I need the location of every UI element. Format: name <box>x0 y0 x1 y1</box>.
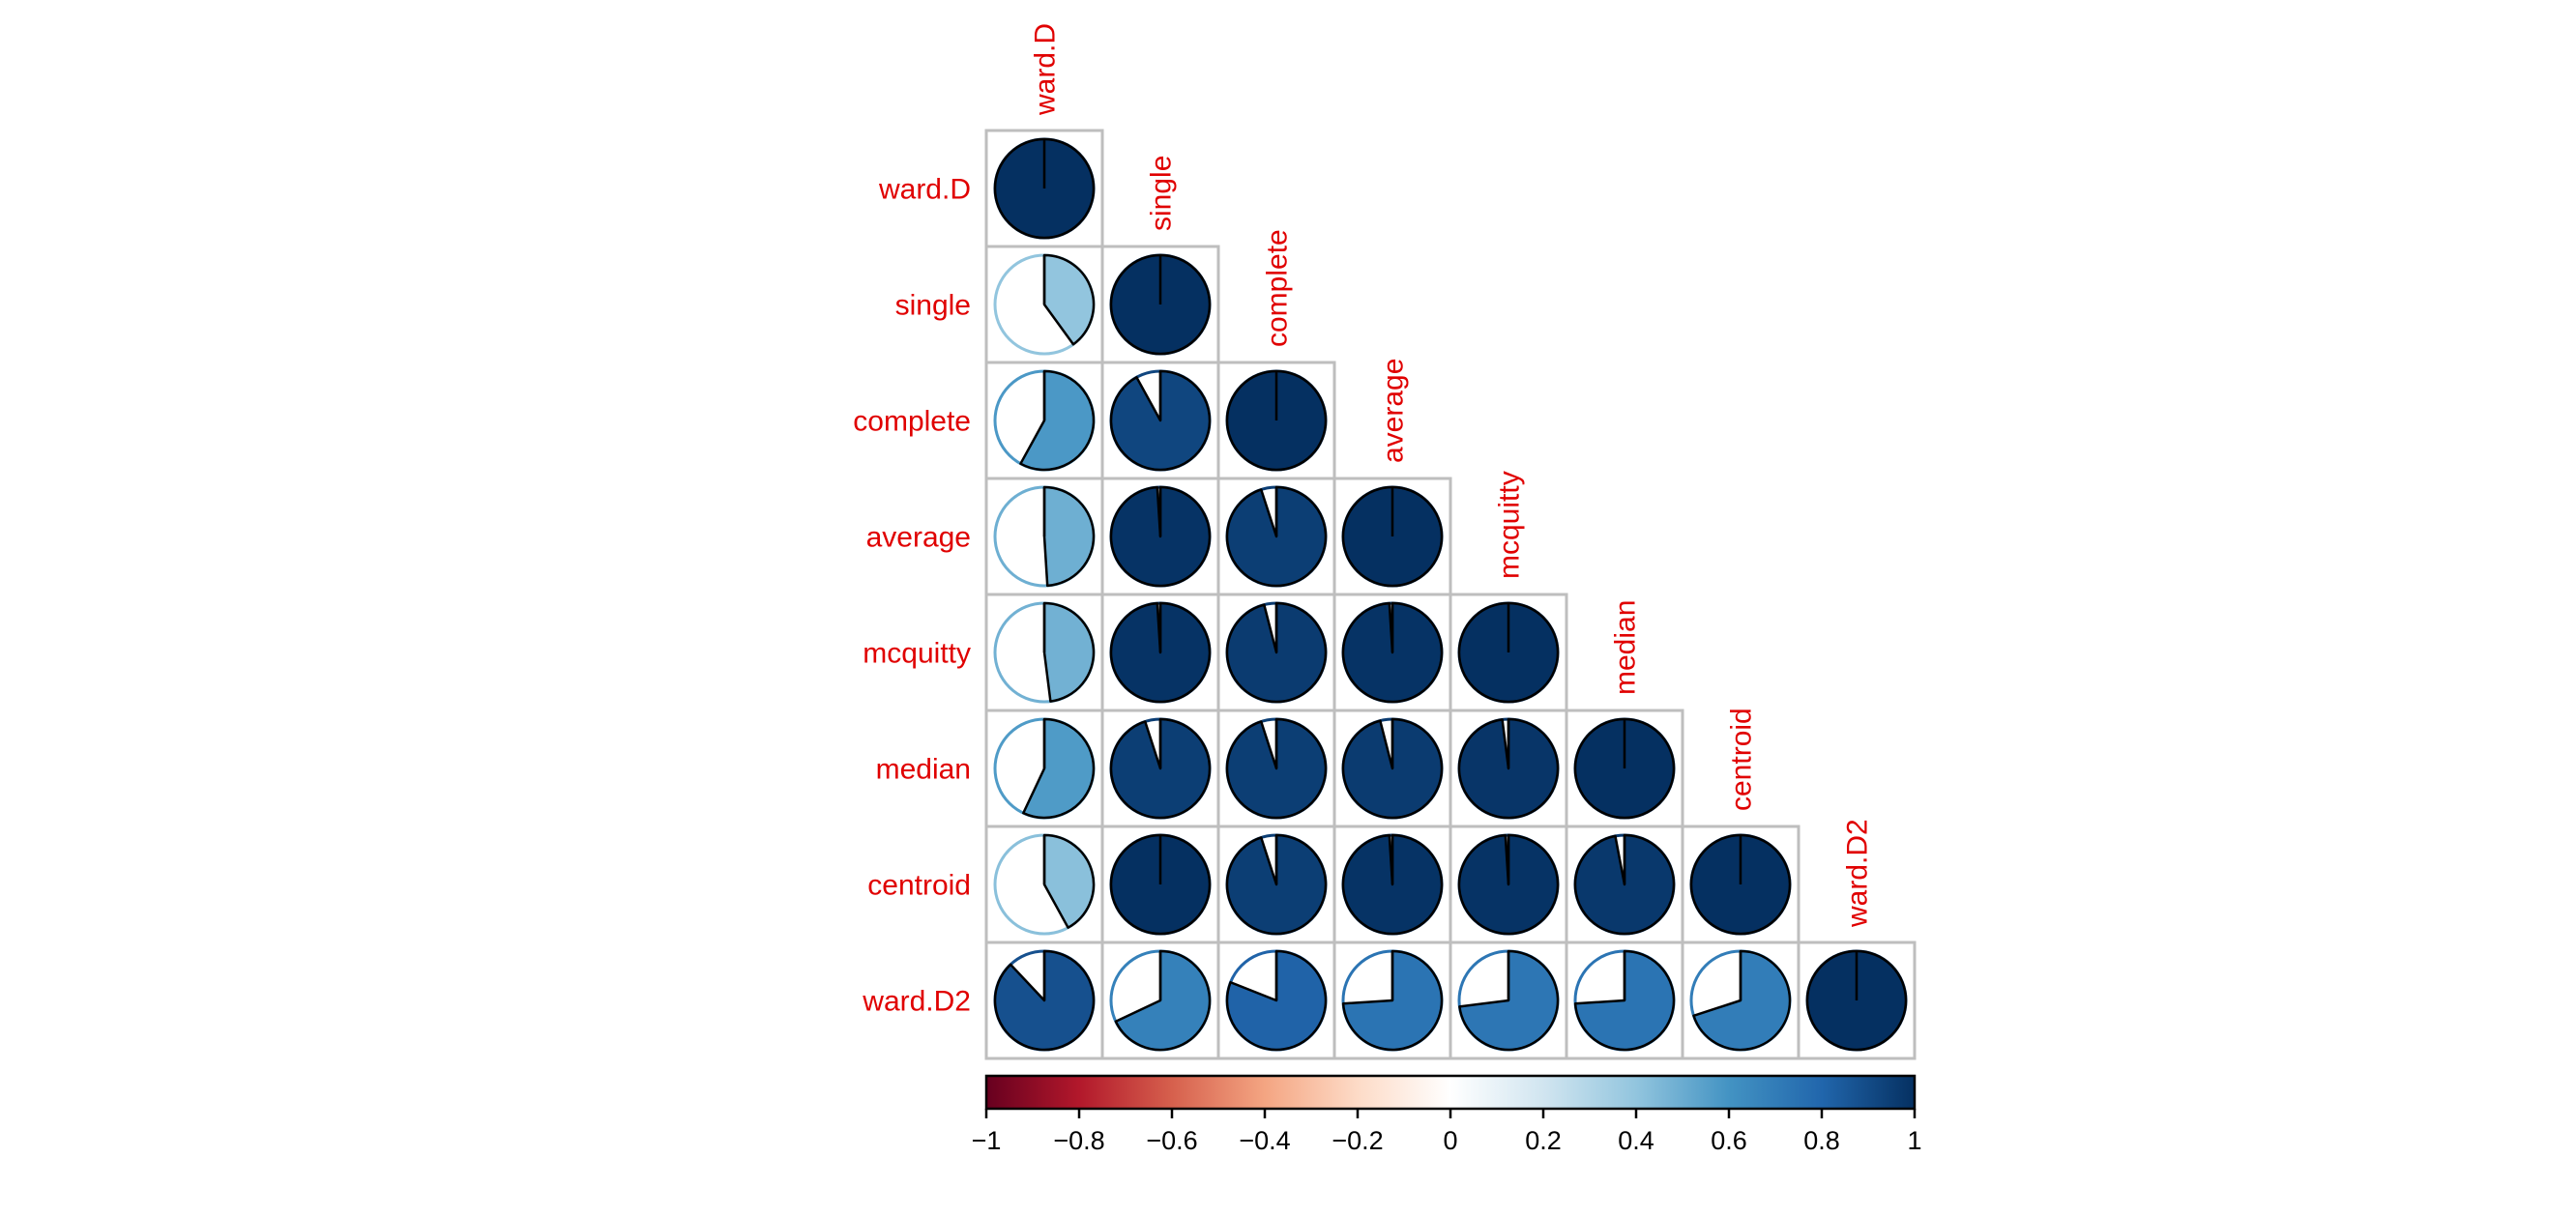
col-label-single: single <box>1146 156 1178 231</box>
cell-mcquitty-ward.D <box>984 593 1104 712</box>
cells-layer <box>984 129 1917 1060</box>
cell-centroid-median <box>1565 825 1684 944</box>
row-label-complete: complete <box>853 406 971 438</box>
cell-ward.D2-single <box>1100 941 1220 1060</box>
colorbar-tick-label: 0.2 <box>1525 1126 1562 1155</box>
row-label-ward.D2: ward.D2 <box>862 986 971 1018</box>
cell-ward.D-ward.D <box>984 129 1104 248</box>
cell-median-median <box>1565 709 1684 828</box>
pie-wedge <box>1042 253 1096 346</box>
col-label-average: average <box>1378 359 1410 463</box>
cell-median-ward.D <box>984 709 1104 828</box>
colorbar-tick-label: −0.8 <box>1053 1126 1104 1155</box>
cell-centroid-complete <box>1216 825 1336 944</box>
colorbar-tick-label: −0.4 <box>1239 1126 1290 1155</box>
cell-median-single <box>1100 709 1220 828</box>
cell-mcquitty-complete <box>1216 593 1336 712</box>
cell-centroid-average <box>1332 825 1452 944</box>
colorbar-tick-label: −0.2 <box>1332 1126 1383 1155</box>
colorbar-tick-label: 1 <box>1907 1126 1921 1155</box>
pie-wedge <box>1022 717 1096 820</box>
column-labels: ward.D single complete average mcquitty media… <box>1030 23 1874 928</box>
cell-average-ward.D <box>984 477 1104 596</box>
cell-mcquitty-single <box>1100 593 1220 712</box>
cell-centroid-single <box>1100 825 1220 944</box>
row-label-average: average <box>866 522 971 554</box>
cell-mcquitty-mcquitty <box>1449 593 1568 712</box>
col-label-median: median <box>1610 600 1642 695</box>
cell-median-average <box>1332 709 1452 828</box>
cell-complete-single <box>1100 361 1220 480</box>
cell-ward.D2-complete <box>1216 941 1336 1060</box>
cell-ward.D2-median <box>1565 941 1684 1060</box>
cell-ward.D2-ward.D2 <box>1797 941 1917 1060</box>
cell-single-single <box>1100 245 1220 364</box>
colorbar: −1 −0.8 −0.6 −0.4 −0.2 0 0.2 0.4 0.6 0.8 1 <box>972 1074 1922 1155</box>
pie-wedge <box>1042 601 1096 703</box>
col-label-centroid: centroid <box>1726 708 1758 811</box>
pie-wedge <box>1042 833 1096 929</box>
colorbar-tick-label: 0.8 <box>1803 1126 1840 1155</box>
pie-wedge <box>1042 485 1096 588</box>
colorbar-tick-label: −0.6 <box>1146 1126 1197 1155</box>
col-label-ward.D2: ward.D2 <box>1842 819 1874 928</box>
cell-ward.D2-average <box>1332 941 1452 1060</box>
colorbar-tick-label: 0 <box>1443 1126 1457 1155</box>
cell-single-ward.D <box>984 245 1104 364</box>
row-label-mcquitty: mcquitty <box>863 638 971 670</box>
cell-median-complete <box>1216 709 1336 828</box>
col-label-mcquitty: mcquitty <box>1494 471 1526 579</box>
colorbar-tick-label: 0.6 <box>1711 1126 1747 1155</box>
col-label-complete: complete <box>1262 229 1294 347</box>
row-label-centroid: centroid <box>867 870 971 902</box>
colorbar-tick-label: 0.4 <box>1618 1126 1654 1155</box>
cell-centroid-ward.D <box>984 825 1104 944</box>
cell-complete-ward.D <box>984 361 1104 480</box>
cell-ward.D2-centroid <box>1681 941 1800 1060</box>
cell-average-complete <box>1216 477 1336 596</box>
colorbar-gradient <box>984 1074 1917 1111</box>
colorbar-tick-label: −1 <box>972 1126 1002 1155</box>
cell-mcquitty-average <box>1332 593 1452 712</box>
cell-ward.D2-mcquitty <box>1449 941 1568 1060</box>
row-label-single: single <box>895 290 971 322</box>
pie-wedge <box>1114 949 1212 1052</box>
cell-ward.D2-ward.D <box>984 941 1104 1060</box>
row-label-ward.D: ward.D <box>878 174 971 206</box>
cell-average-average <box>1332 477 1452 596</box>
row-label-median: median <box>876 754 971 786</box>
row-labels: ward.D single complete average mcquitty media… <box>853 174 971 1018</box>
cell-centroid-mcquitty <box>1449 825 1568 944</box>
cell-average-single <box>1100 477 1220 596</box>
pie-wedge <box>1019 369 1096 472</box>
cell-median-mcquitty <box>1449 709 1568 828</box>
cell-complete-complete <box>1216 361 1336 480</box>
cell-centroid-centroid <box>1681 825 1800 944</box>
col-label-ward.D: ward.D <box>1030 23 1062 116</box>
